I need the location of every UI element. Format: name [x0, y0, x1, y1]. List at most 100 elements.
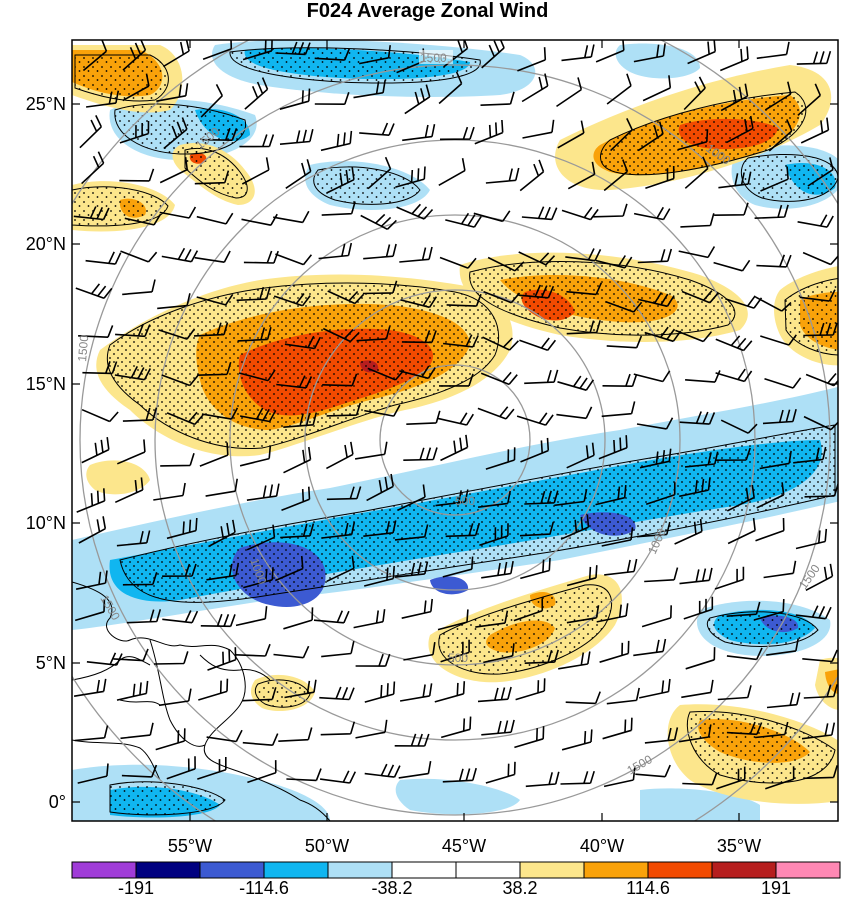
wind-barb — [714, 566, 745, 590]
wind-barb — [633, 370, 671, 383]
wind-barb — [82, 361, 118, 375]
wind-barb — [153, 482, 186, 501]
wind-barb — [714, 202, 749, 216]
wind-barb — [73, 678, 107, 697]
wind-barb — [805, 563, 834, 592]
wind-barb — [78, 325, 114, 338]
wind-barb — [199, 442, 229, 467]
wind-barb — [556, 406, 593, 420]
wind-barb — [793, 446, 827, 464]
wind-barb — [81, 151, 105, 185]
wind-barb — [644, 567, 679, 583]
wind-barb — [799, 289, 836, 302]
wind-barb — [595, 255, 633, 269]
wind-barb — [604, 558, 638, 576]
wind-barb — [610, 118, 633, 152]
wind-barb — [82, 40, 108, 72]
wind-barb — [557, 120, 585, 149]
wind-barb — [400, 294, 438, 309]
wind-barb — [239, 407, 277, 423]
wind-barb — [197, 757, 227, 780]
wind-barb — [554, 488, 588, 507]
wind-barb — [727, 517, 756, 545]
wind-barb — [326, 166, 355, 194]
wind-barb — [322, 373, 358, 387]
wind-barb — [242, 733, 279, 746]
wind-barb — [639, 678, 671, 699]
wind-barb — [353, 80, 386, 99]
wind-barb — [396, 203, 434, 220]
wind-barb — [715, 368, 753, 383]
wind-barb — [807, 157, 834, 187]
wind-barb — [483, 643, 515, 664]
latitude-labels: 25°N 20°N 15°N 10°N 5°N 0° — [26, 94, 66, 812]
wind-barb — [674, 518, 703, 545]
wind-barb — [321, 641, 355, 658]
wind-barb — [687, 40, 716, 65]
wind-barb — [206, 562, 240, 581]
wind-barb — [521, 73, 549, 103]
wind-barb — [803, 765, 838, 780]
wind-barb — [404, 84, 431, 115]
wind-barb — [520, 557, 551, 580]
wind-barb — [518, 251, 556, 266]
wind-barb — [194, 250, 231, 263]
colorbar-labels: -191 -114.6 -38.2 38.2 114.6 191 — [118, 878, 791, 898]
wind-barb — [238, 369, 276, 382]
wind-barb — [598, 435, 628, 460]
wind-barb — [606, 335, 643, 349]
colorbar-label: -38.2 — [371, 878, 412, 898]
ring-label: 1500 — [75, 334, 91, 362]
wind-barb — [442, 767, 477, 783]
wind-barb — [326, 441, 354, 470]
wind-barb — [321, 522, 356, 539]
wind-barb — [595, 40, 625, 63]
wind-barb — [281, 486, 311, 512]
wind-barb — [718, 171, 752, 189]
plot-frame — [71, 39, 839, 822]
wind-barb — [636, 417, 674, 430]
wind-barb — [480, 91, 515, 106]
wind-barb — [678, 724, 712, 743]
wind-barb — [644, 326, 682, 343]
wind-barb — [440, 716, 472, 739]
wind-barb — [76, 488, 106, 513]
wind-barb — [326, 402, 362, 417]
wind-barb — [156, 83, 189, 102]
wind-barb — [566, 320, 601, 335]
wind-barb — [193, 322, 229, 337]
wind-barb — [78, 516, 107, 544]
wind-barb — [637, 248, 673, 264]
wind-barb — [602, 373, 638, 387]
wind-barb — [406, 410, 441, 425]
wind-barb — [513, 598, 544, 622]
wind-barb — [155, 728, 186, 751]
wind-barb — [401, 598, 433, 619]
wind-barb — [566, 282, 603, 296]
wind-barb — [439, 373, 474, 387]
colorbar-box — [583, 861, 649, 879]
wind-barb — [367, 156, 392, 190]
wind-barb — [524, 369, 559, 385]
wind-barb — [161, 374, 199, 387]
wind-barb — [243, 567, 274, 589]
wind-barb — [483, 290, 521, 304]
wind-barb — [81, 436, 110, 464]
wind-barb — [516, 412, 554, 426]
wind-barb — [120, 250, 158, 263]
wind-barb — [633, 638, 667, 657]
wind-barb — [519, 159, 545, 192]
wind-barb — [286, 768, 322, 782]
wind-barb — [284, 335, 322, 350]
wind-barb — [556, 77, 583, 108]
colorbar-label: -114.6 — [239, 878, 289, 898]
wind-barb — [566, 442, 595, 469]
wind-barb — [326, 555, 355, 583]
wind-barb — [75, 570, 108, 590]
wind-barb — [635, 764, 671, 778]
wind-barb — [326, 486, 362, 501]
wind-barb — [161, 247, 199, 263]
wind-barb — [795, 528, 828, 550]
wind-barb — [558, 651, 591, 670]
wind-barb — [395, 166, 426, 188]
